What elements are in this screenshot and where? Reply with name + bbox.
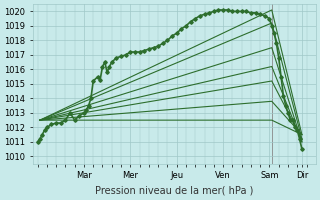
X-axis label: Pression niveau de la mer( hPa ): Pression niveau de la mer( hPa ) — [95, 186, 253, 196]
